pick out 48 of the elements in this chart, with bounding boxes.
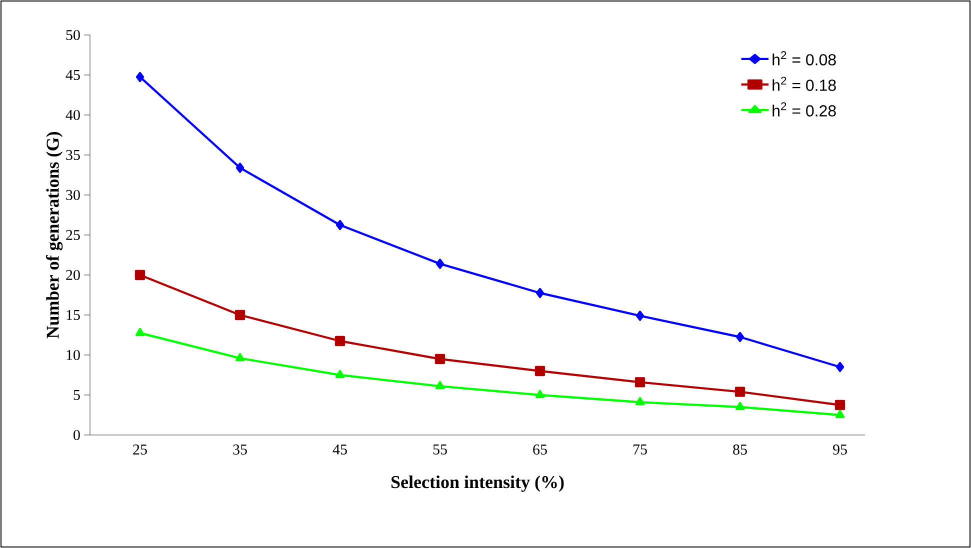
point [336, 220, 344, 230]
point [234, 310, 246, 320]
point [736, 332, 744, 342]
x-tick-label: 55 [433, 444, 447, 454]
point [534, 366, 546, 376]
point [836, 362, 844, 372]
x-tick-label: 25 [133, 444, 147, 455]
y-tick-label: 35 [66, 150, 80, 160]
x-tick-label: 95 [832, 444, 847, 455]
point [735, 402, 745, 410]
legend-label: h$^{2}$ = 0.18 [772, 76, 836, 91]
y-tick-label: 50 [66, 30, 80, 40]
x-tick-label: 85 [733, 444, 747, 455]
point [635, 397, 645, 406]
point [434, 354, 446, 364]
y-tick-label: 45 [66, 70, 80, 80]
point [436, 258, 444, 269]
point [435, 381, 445, 390]
point [135, 328, 145, 336]
x-tick-label: 65 [533, 444, 547, 455]
point [734, 386, 746, 397]
y-tick-label: 25 [66, 230, 80, 240]
point [235, 353, 245, 362]
point [236, 162, 244, 173]
y-tick-label: 0 [74, 430, 80, 440]
point [835, 410, 845, 418]
y-tick-label: 40 [66, 110, 80, 120]
x-tick-label: 35 [233, 444, 247, 455]
point [334, 336, 346, 346]
point [834, 400, 846, 410]
y-tick-label: 20 [66, 270, 80, 280]
legend-label: h$^{2}$ = 0.08 [772, 51, 836, 66]
x-tick-label: 75 [633, 444, 647, 454]
point [634, 377, 646, 388]
x-tick-label: 45 [332, 444, 347, 455]
point [636, 310, 644, 321]
y-tick-label: 30 [66, 190, 80, 200]
point [535, 390, 545, 398]
point [136, 72, 144, 82]
y-tick-label: 10 [66, 350, 80, 360]
x-axis-title: Selection intensity (%) [391, 475, 564, 492]
y-tick-label: 5 [74, 390, 80, 400]
y-axis-title: Number of generations (G) [46, 132, 63, 338]
point [335, 370, 345, 378]
y-tick-label: 15 [66, 310, 80, 320]
point [134, 270, 146, 280]
legend-label: h$^{2}$ = 0.28 [772, 102, 836, 116]
point [536, 288, 544, 298]
